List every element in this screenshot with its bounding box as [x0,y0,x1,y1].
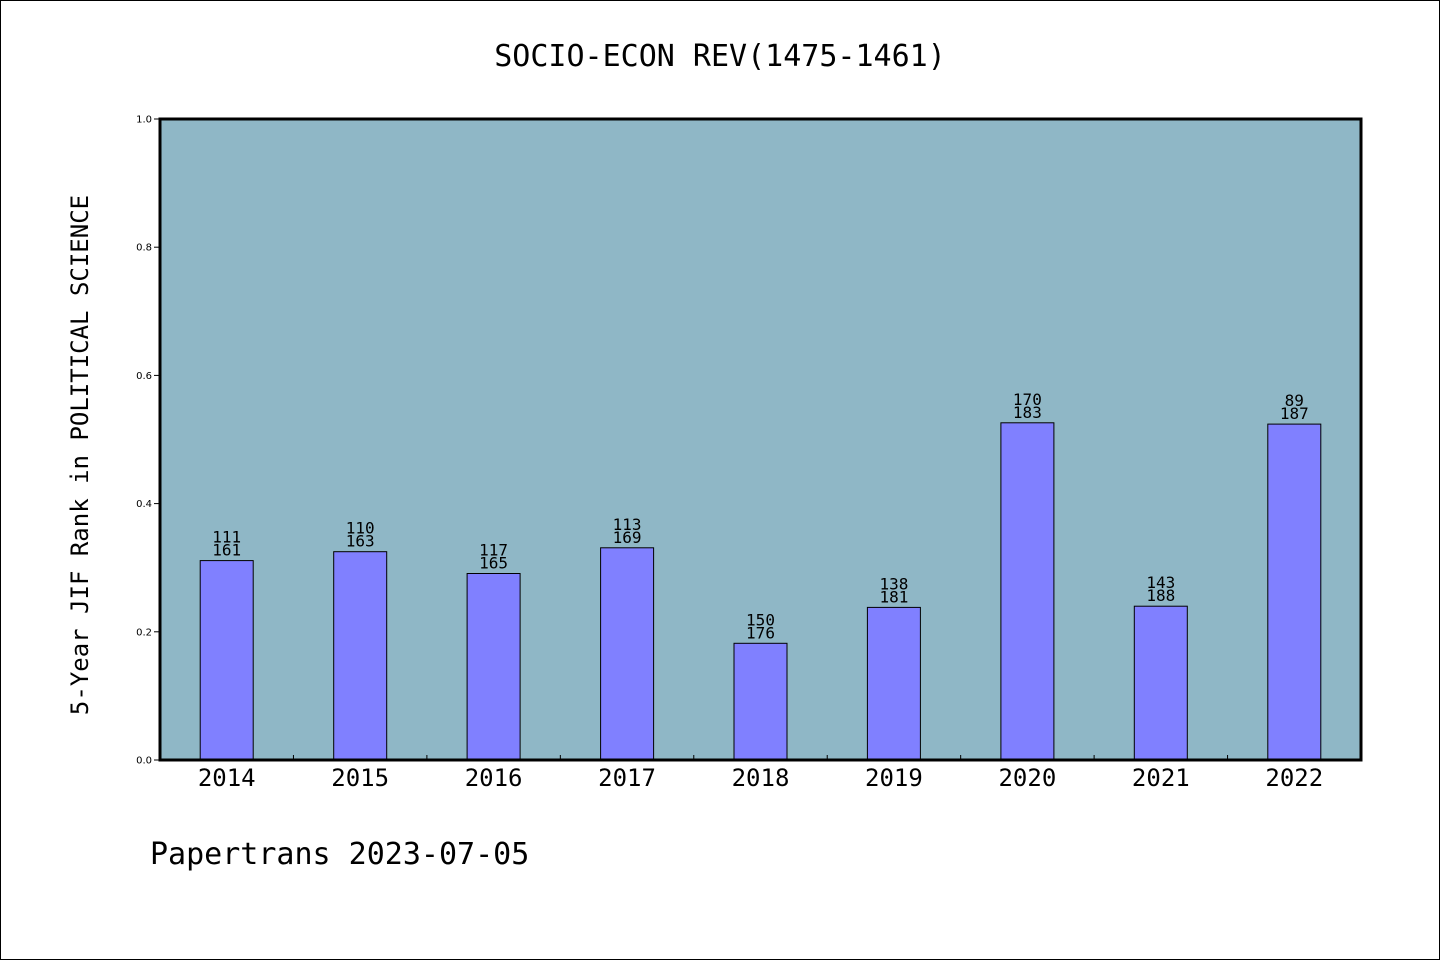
bar-label-top: 138 [879,574,908,593]
x-tick-label: 2016 [465,764,523,792]
x-tick-label: 2021 [1132,764,1190,792]
bar-2017 [600,547,655,761]
bar-2015 [333,551,388,761]
plot-border [158,117,1363,762]
bar-label-bottom: 181 [879,587,908,606]
bar-label-bottom: 183 [1013,403,1042,422]
bar-2022 [1267,423,1322,761]
y-tick-label: 0.8 [136,243,152,254]
bar-label-bottom: 187 [1280,404,1309,423]
x-ticks-group: 2014 2015 2016 2017 2018 2019 2020 2021 2022 [198,755,1323,792]
y-tick-label: 1.0 [136,115,152,126]
bar-2021 [1133,605,1188,761]
x-tick-label: 2014 [198,764,256,792]
bar-label-top: 150 [746,610,775,629]
bar-label-top: 111 [212,528,241,547]
x-tick-label: 2017 [598,764,656,792]
y-tick-label: 0.2 [136,627,152,638]
y-ticks-group: 0.0 0.2 0.4 0.6 0.8 1.0 [136,115,160,767]
x-tick-label: 2022 [1265,764,1323,792]
bar-label-top: 143 [1146,573,1175,592]
bar-2016 [466,573,521,761]
x-tick-label: 2019 [865,764,923,792]
bar-label-bottom: 165 [479,554,508,573]
x-tick-label: 2020 [998,764,1056,792]
x-tick-label: 2015 [331,764,389,792]
bar-label-top: 117 [479,541,508,560]
bar-label-bottom: 188 [1146,586,1175,605]
footer-credit: Papertrans 2023-07-05 [150,837,529,872]
bar-label-top: 110 [346,519,375,538]
bar-2014 [199,560,254,761]
chart-title: SOCIO-ECON REV(1475-1461) [494,39,946,74]
y-axis-label: 5-Year JIF Rank in POLITICAL SCIENCE [66,195,94,715]
bar-label-bottom: 176 [746,623,775,642]
bar-2019 [866,606,921,761]
bar-label-top: 89 [1285,391,1304,410]
y-tick-label: 0.4 [136,499,152,510]
bar-2020 [1000,422,1055,761]
bar-label-top: 170 [1013,390,1042,409]
x-tick-label: 2018 [732,764,790,792]
bar-label-bottom: 161 [212,541,241,560]
y-tick-label: 0.0 [136,756,152,767]
bar-label-bottom: 163 [346,532,375,551]
bar-2018 [733,642,788,761]
bar-label-top: 113 [613,515,642,534]
y-tick-label: 0.6 [136,371,152,382]
bar-label-bottom: 169 [613,528,642,547]
